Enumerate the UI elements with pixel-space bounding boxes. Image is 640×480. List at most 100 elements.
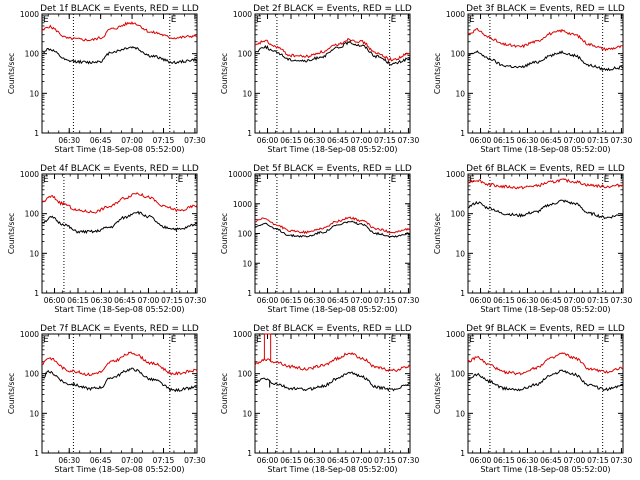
plot-frame [467, 173, 624, 294]
series-line-lld [254, 352, 411, 373]
x-tick-label: 06:00 [257, 456, 279, 465]
e-marker-label: E [256, 175, 262, 185]
y-tick-label: 1 [460, 129, 465, 138]
y-tick-label: 100 [451, 50, 466, 59]
y-tick-label: 1 [460, 449, 465, 458]
y-tick-label: 1 [460, 289, 465, 298]
y-tick-label: 10 [29, 89, 39, 98]
x-tick-label: 06:30 [304, 296, 326, 305]
x-tick-label: 07:15 [374, 296, 396, 305]
x-tick-label: 07:15 [374, 136, 396, 145]
y-tick-label: 10 [455, 89, 465, 98]
series-line-events [254, 220, 411, 238]
y-tick-label: 10 [242, 409, 252, 418]
x-tick-label: 07:00 [121, 456, 143, 465]
plot-frame [254, 13, 411, 134]
x-tick-label: 06:45 [327, 136, 349, 145]
y-axis-label: Counts/sec [7, 373, 16, 414]
y-tick-label: 10 [242, 89, 252, 98]
detector-panel-6: Det 6f BLACK = Events, RED = LLD 1 10 100 10… [433, 164, 632, 314]
y-tick-label: 1 [247, 289, 252, 298]
x-tick-label: 07:30 [398, 136, 420, 145]
series-line-lld [41, 351, 198, 377]
y-tick-label: 1000 [20, 10, 39, 19]
e-marker-label: E [469, 175, 475, 185]
e-marker-label: E [43, 175, 49, 185]
y-tick-label: 10 [455, 249, 465, 258]
x-tick-label: 07:15 [587, 136, 609, 145]
y-tick-label: 1000 [446, 170, 465, 179]
x-tick-label: 06:45 [90, 456, 112, 465]
x-tick-label: 06:00 [470, 136, 492, 145]
e-marker-label: E [178, 175, 184, 185]
y-axis-label: Counts/sec [433, 53, 442, 94]
series-line-lld [467, 352, 624, 376]
series-line-lld [467, 27, 624, 52]
x-tick-label: 06:30 [304, 136, 326, 145]
x-tick-label: 06:45 [540, 456, 562, 465]
x-tick-label: 06:15 [280, 456, 302, 465]
e-marker-label: E [43, 15, 49, 25]
y-tick-label: 1000 [233, 330, 252, 339]
x-tick-label: 06:45 [327, 456, 349, 465]
e-marker-label: E [256, 15, 262, 25]
panel-title: Det 1f BLACK = Events, RED = LLD [40, 4, 199, 14]
x-axis-label: Start Time (18-Sep-08 05:52:00) [54, 465, 184, 474]
x-tick-label: 06:15 [493, 136, 515, 145]
x-tick-label: 07:00 [138, 296, 160, 305]
e-marker-label: E [256, 335, 262, 345]
x-tick-label: 06:00 [44, 296, 66, 305]
lld-spike [263, 333, 272, 362]
y-tick-label: 1 [34, 289, 39, 298]
series-line-lld [41, 21, 198, 42]
x-tick-label: 06:45 [114, 296, 136, 305]
detector-panel-8: Det 8f BLACK = Events, RED = LLD 1 10 100 10… [220, 324, 419, 474]
x-tick-label: 07:30 [184, 456, 206, 465]
series-line-events [467, 50, 624, 72]
y-axis-label: Counts/sec [220, 213, 229, 254]
x-tick-label: 06:30 [58, 456, 80, 465]
e-marker-label: E [604, 175, 610, 185]
y-tick-label: 100 [451, 210, 466, 219]
y-axis-label: Counts/sec [7, 53, 16, 94]
y-tick-label: 1 [247, 449, 252, 458]
series-line-lld [41, 192, 198, 214]
x-tick-label: 06:15 [493, 296, 515, 305]
panel-title: Det 2f BLACK = Events, RED = LLD [253, 4, 412, 14]
y-axis-label: Counts/sec [7, 213, 16, 254]
y-tick-label: 1 [247, 129, 252, 138]
x-axis-label: Start Time (18-Sep-08 05:52:00) [480, 145, 610, 154]
detector-panel-5: Det 5f BLACK = Events, RED = LLD 1 10 100 10… [220, 164, 419, 314]
x-tick-label: 07:00 [351, 136, 373, 145]
x-tick-label: 07:15 [587, 456, 609, 465]
panel-title: Det 5f BLACK = Events, RED = LLD [253, 164, 412, 174]
e-marker-label: E [469, 15, 475, 25]
y-tick-label: 100 [451, 370, 466, 379]
e-marker-label: E [171, 15, 177, 25]
x-tick-label: 07:30 [398, 296, 420, 305]
x-tick-label: 06:30 [517, 296, 539, 305]
x-tick-label: 07:15 [153, 136, 175, 145]
detector-panel-1: Det 1f BLACK = Events, RED = LLD 1 10 100 10… [7, 4, 206, 154]
x-tick-label: 06:45 [540, 296, 562, 305]
e-marker-label: E [43, 335, 49, 345]
panel-title: Det 7f BLACK = Events, RED = LLD [40, 324, 199, 334]
x-tick-label: 07:30 [184, 136, 206, 145]
y-tick-label: 10 [455, 409, 465, 418]
series-line-lld [467, 178, 624, 190]
x-tick-label: 06:15 [67, 296, 89, 305]
plot-frame [41, 333, 198, 454]
y-tick-label: 100 [238, 370, 253, 379]
y-tick-label: 100 [25, 210, 40, 219]
e-marker-label: E [171, 335, 177, 345]
x-tick-label: 06:00 [470, 456, 492, 465]
x-tick-label: 07:30 [611, 136, 633, 145]
e-marker-label: E [391, 15, 397, 25]
y-axis-label: Counts/sec [433, 373, 442, 414]
series-line-lld [254, 37, 411, 62]
x-tick-label: 07:30 [185, 296, 207, 305]
x-tick-label: 07:15 [153, 456, 175, 465]
x-tick-label: 06:15 [493, 456, 515, 465]
x-axis-label: Start Time (18-Sep-08 05:52:00) [54, 145, 184, 154]
plot-frame [467, 13, 624, 134]
